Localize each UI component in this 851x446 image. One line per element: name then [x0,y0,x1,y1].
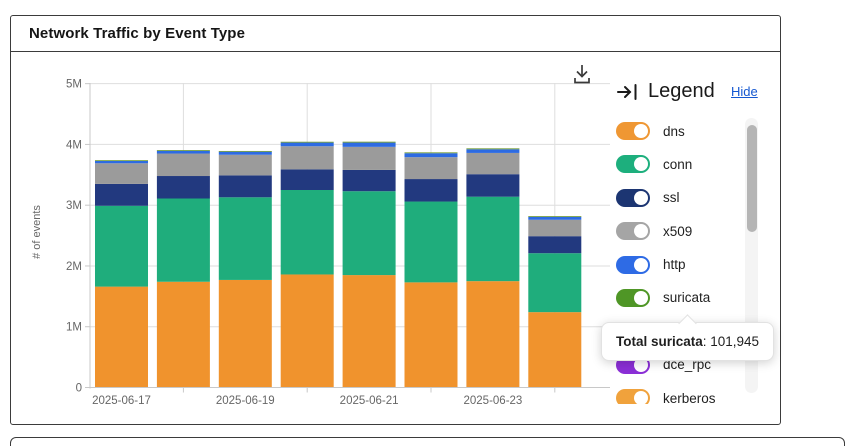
toggle-knob [634,290,648,305]
bar-segment-http[interactable] [95,160,148,164]
legend-hide-link[interactable]: Hide [731,84,758,99]
legend-header: Legend [616,80,715,103]
legend-item-suricata: suricata [616,288,741,307]
tooltip-label: Total suricata [615,334,703,349]
arrow-bar-to-right-icon [617,83,637,100]
bar-segment-ssl[interactable] [528,236,582,254]
bar-segment-conn[interactable] [466,196,520,282]
bar-segment-dns[interactable] [466,281,520,388]
legend-item-label: ssl [663,190,680,206]
bar-segment-suricata[interactable] [218,150,272,152]
bar-segment-ssl[interactable] [342,169,396,192]
bar-segment-ssl[interactable] [404,179,458,202]
bar-segment-conn[interactable] [218,197,272,280]
bar-segment-suricata[interactable] [156,150,210,151]
bar-segment-x509[interactable] [528,219,582,237]
legend-scrollbar-thumb[interactable] [746,125,757,232]
bar-segment-http[interactable] [280,142,334,147]
legend-item-label: dns [663,123,685,139]
legend-item-label: x509 [663,223,693,239]
kerberos-toggle[interactable] [616,389,650,404]
toggle-knob [634,190,648,205]
legend-list: dns conn ssl x509 http suricata dce_rpc kerbero… [616,122,741,404]
legend-item-label: kerberos [663,390,716,404]
legend-item-label: suricata [663,290,711,306]
bar-segment-suricata[interactable] [95,160,148,162]
bar-segment-http[interactable] [156,150,210,154]
bar-segment-x509[interactable] [466,152,520,175]
bar-segment-http[interactable] [466,149,520,153]
bar-segment-dns[interactable] [404,282,458,388]
bar-segment-suricata[interactable] [280,141,334,143]
bar-segment-conn[interactable] [280,189,334,275]
bar-segment-x509[interactable] [342,146,396,170]
bar-segment-conn[interactable] [95,205,148,287]
page-title: Network Traffic by Event Type [29,25,246,42]
legend-title: Legend [648,80,715,102]
tooltip-value: : 101,945 [702,334,760,349]
bar-segment-http[interactable] [528,216,582,220]
legend-item-kerberos: kerberos [616,389,741,404]
bar-segment-suricata[interactable] [342,141,396,143]
x509-toggle[interactable] [616,222,650,241]
legend-item-x509: x509 [616,222,741,241]
bar-segment-conn[interactable] [342,191,396,276]
bar-segment-dns[interactable] [280,274,334,388]
toggle-knob [634,124,648,138]
suricata-total-tooltip: Total suricata: 101,945 [601,313,774,361]
bar-segment-dns[interactable] [342,275,396,388]
toggle-knob [634,224,648,239]
bar-segment-conn[interactable] [404,201,458,283]
bar-segment-ssl[interactable] [466,174,520,197]
bar-segment-dns[interactable] [156,281,210,388]
legend-item-http: http [616,255,741,274]
bar-segment-ssl[interactable] [95,183,148,206]
next-panel-edge [10,437,845,446]
legend-item-ssl: ssl [616,188,741,207]
bar-segment-suricata[interactable] [466,148,520,150]
bar-segment-x509[interactable] [156,153,210,177]
bar-segment-x509[interactable] [404,157,458,180]
bar-segment-suricata[interactable] [404,152,458,154]
bar-segment-dns[interactable] [95,286,148,388]
http-toggle[interactable] [616,255,650,274]
toggle-knob [634,257,648,272]
toggle-knob [634,391,648,404]
bar-segment-conn[interactable] [528,253,582,313]
toggle-knob [634,157,648,172]
chart-panel-header: Network Traffic by Event Type [11,16,780,52]
bar-segment-ssl[interactable] [280,169,334,190]
bar-segment-x509[interactable] [280,146,334,170]
bar-segment-dns[interactable] [528,312,582,388]
legend-item-conn: conn [616,155,741,174]
bar-segment-conn[interactable] [156,198,210,282]
bar-segment-suricata[interactable] [528,216,582,217]
bar-segment-x509[interactable] [95,163,148,184]
legend-item-label: http [663,257,686,273]
download-icon[interactable] [570,61,594,88]
dns-toggle[interactable] [616,122,650,140]
toggle-knob [634,357,648,372]
bar-segment-http[interactable] [342,142,396,147]
legend-item-dns: dns [616,122,741,140]
bar-segment-ssl[interactable] [218,175,272,198]
suricata-toggle[interactable] [616,288,650,307]
conn-toggle[interactable] [616,155,650,174]
bar-segment-x509[interactable] [218,154,272,176]
ssl-toggle[interactable] [616,188,650,207]
bar-segment-http[interactable] [404,153,458,158]
legend-item-label: conn [663,156,693,172]
bar-segment-ssl[interactable] [156,176,210,199]
bar-segment-http[interactable] [218,151,272,155]
bar-segment-dns[interactable] [218,279,272,388]
